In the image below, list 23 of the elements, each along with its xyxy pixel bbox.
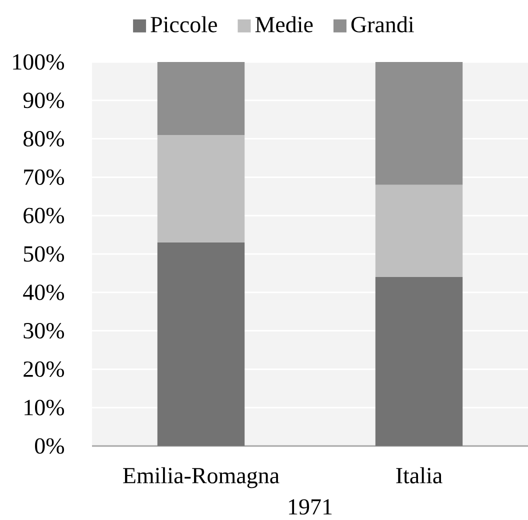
y-tick-label: 60% bbox=[24, 208, 64, 224]
y-tick-label: 30% bbox=[24, 323, 64, 339]
x-tick-label: Italia bbox=[396, 467, 442, 484]
x-tick-label: Emilia-Romagna bbox=[123, 467, 280, 488]
bar bbox=[375, 62, 463, 185]
y-tick-label: 10% bbox=[24, 400, 64, 416]
bar bbox=[157, 134, 245, 242]
bar bbox=[375, 277, 463, 446]
legend-label: Grandi bbox=[351, 16, 414, 32]
y-tick-label: 80% bbox=[24, 130, 64, 147]
y-tick-label: 20% bbox=[24, 361, 64, 377]
y-tick-label: 0% bbox=[35, 438, 64, 454]
y-tick-label: 70% bbox=[24, 169, 64, 185]
y-tick-label: 100% bbox=[13, 54, 64, 70]
y-tick-label: 50% bbox=[24, 246, 64, 262]
bar bbox=[157, 62, 245, 135]
legend-label: Medie bbox=[255, 16, 313, 32]
bar bbox=[375, 184, 463, 278]
legend-label: Piccole bbox=[150, 16, 217, 32]
bar bbox=[157, 242, 245, 446]
x-axis-title: 1971 bbox=[289, 499, 332, 515]
y-tick-label: 90% bbox=[23, 92, 64, 108]
y-tick-label: 40% bbox=[23, 284, 64, 300]
